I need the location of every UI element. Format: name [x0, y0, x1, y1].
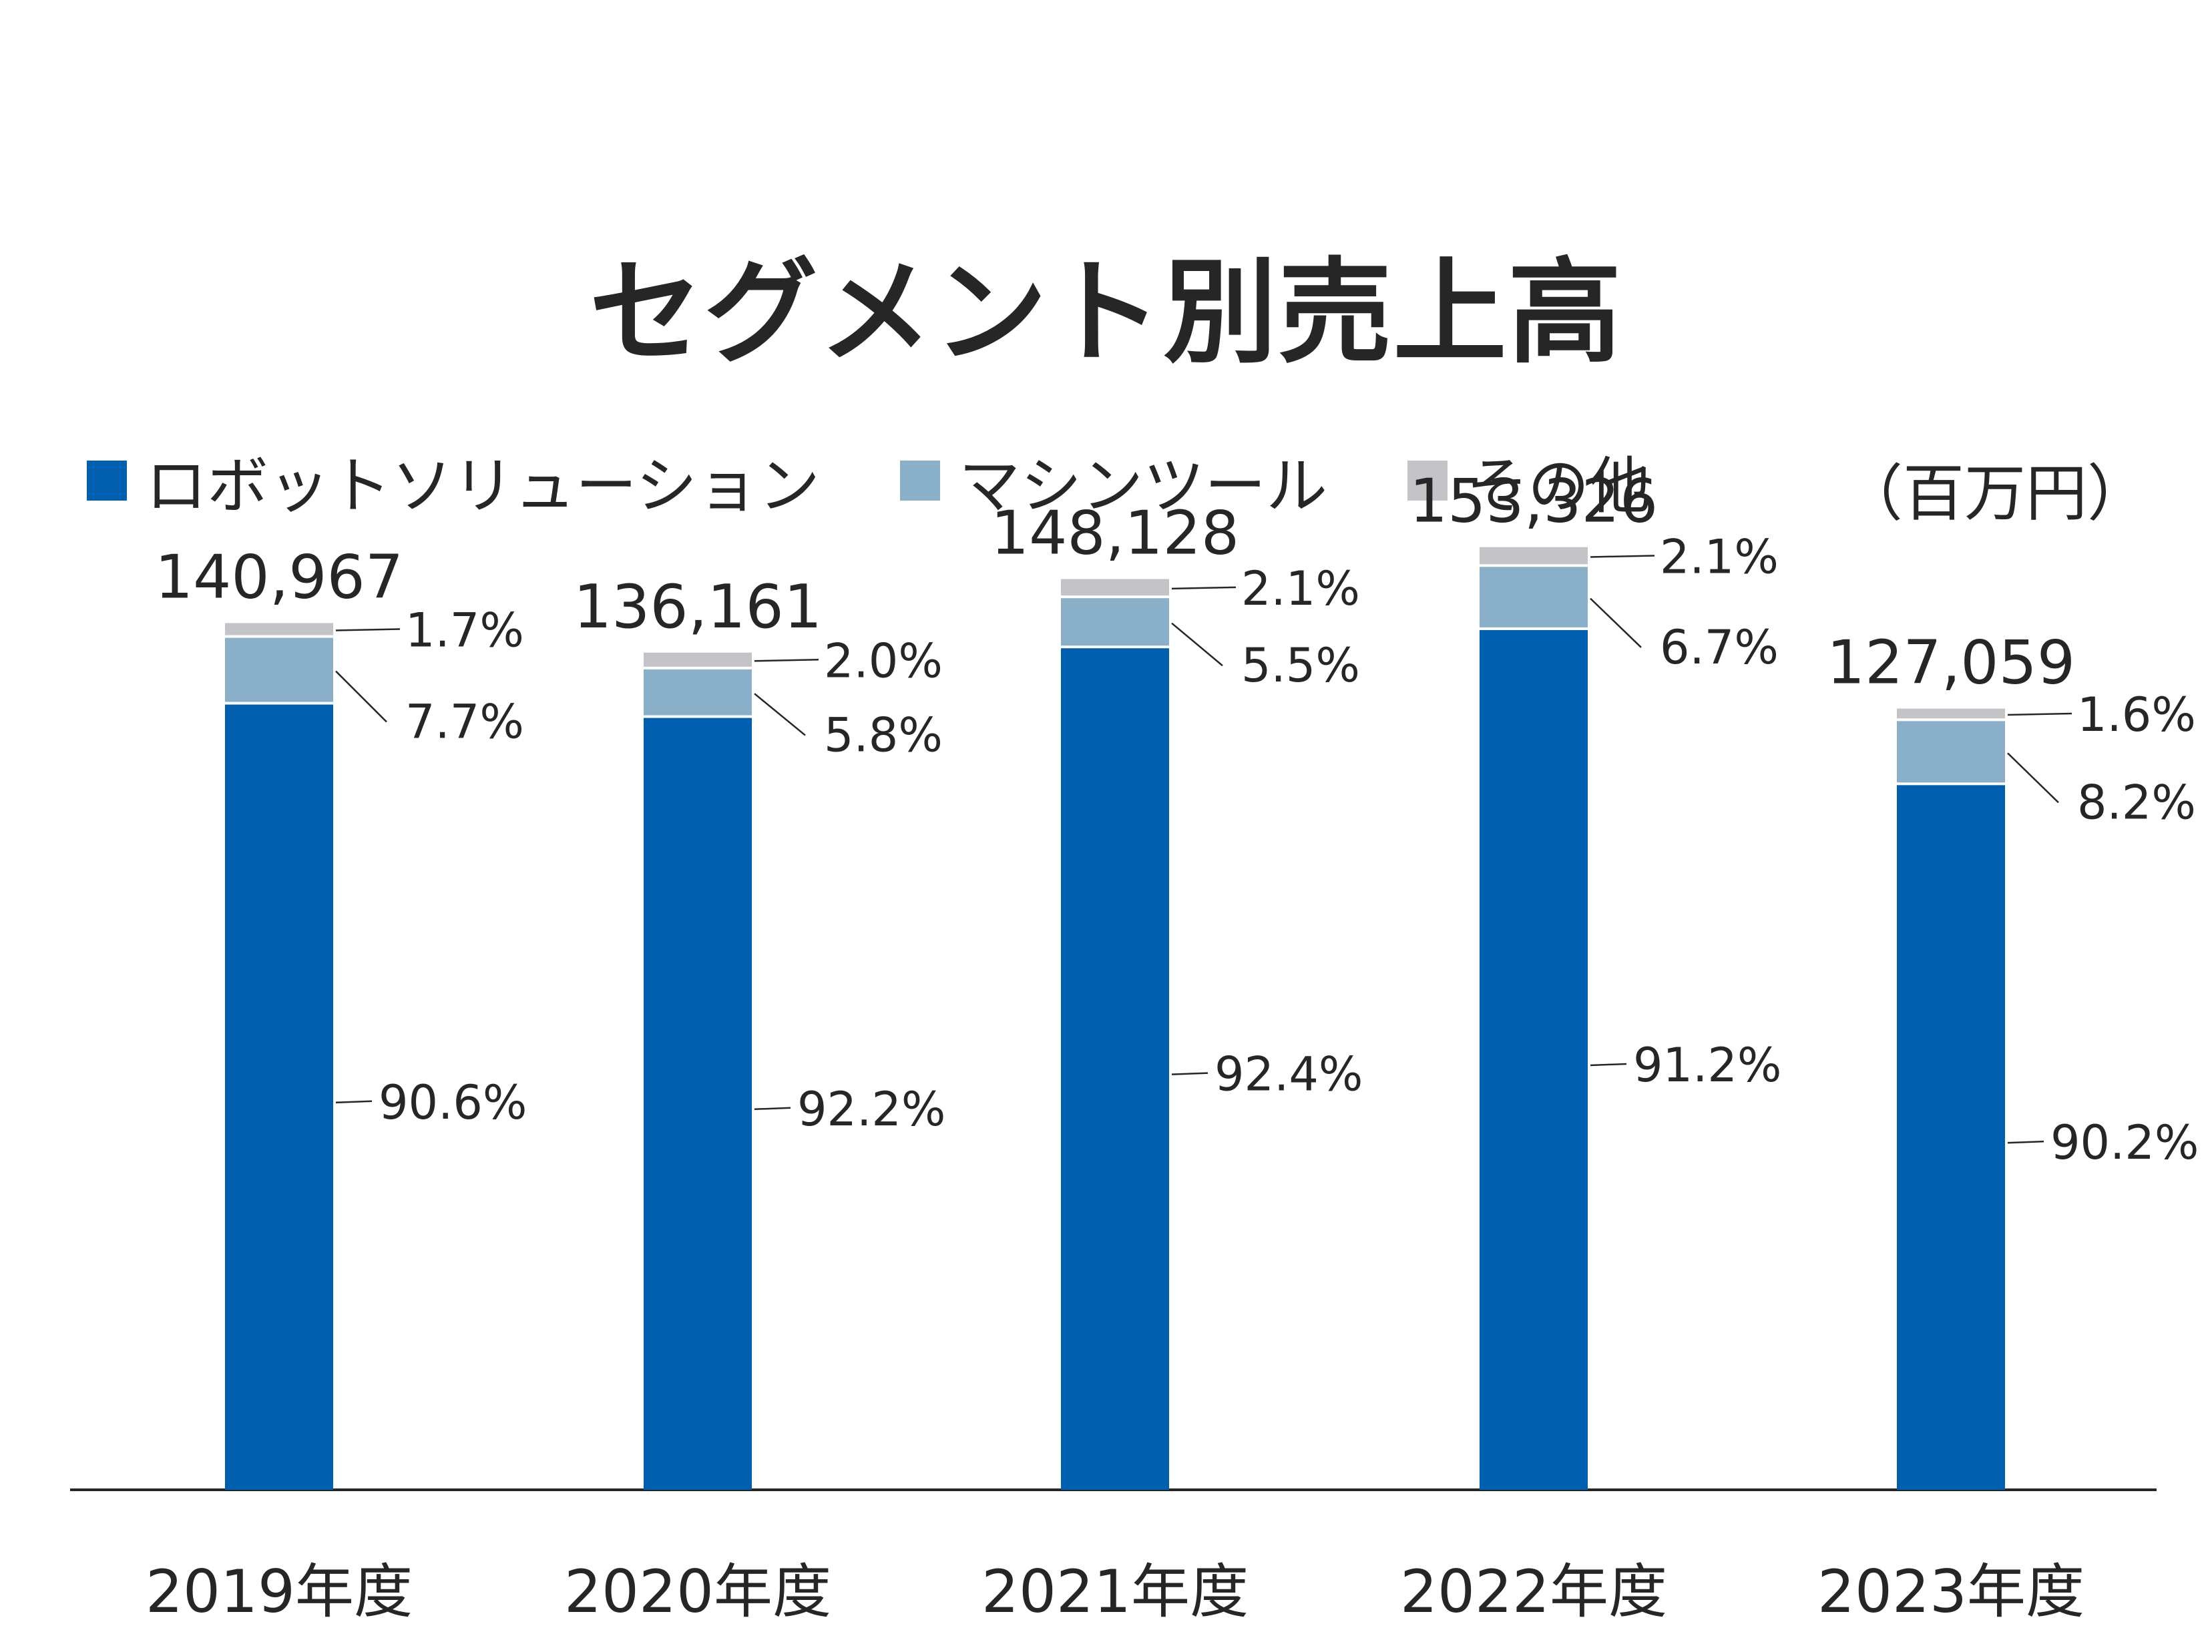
bar-segment-robot-solution[interactable] — [1061, 648, 1169, 1490]
percent-label: 90.2% — [2050, 1115, 2199, 1170]
x-tick-label: 2021年度 — [981, 1557, 1249, 1626]
legend-swatch — [87, 461, 127, 501]
leader-line — [1171, 1072, 1208, 1075]
legend-item-machine-tool: マシンツール — [900, 437, 1327, 525]
bar-segment-robot-solution[interactable] — [1480, 629, 1588, 1490]
bar-segment-other[interactable] — [1061, 579, 1169, 596]
legend: ロボットソリューション マシンツール その他 — [87, 441, 1731, 522]
leader-line — [754, 693, 806, 736]
leader-line — [1590, 555, 1655, 558]
total-label: 140,967 — [155, 542, 403, 612]
bar-segment-machine-tool[interactable] — [1480, 567, 1588, 627]
percent-label: 8.2% — [2077, 775, 2196, 830]
leader-line — [1590, 597, 1642, 648]
bar-segment-machine-tool[interactable] — [1897, 721, 2005, 783]
percent-label: 91.2% — [1633, 1038, 1781, 1093]
legend-label: その他 — [1466, 450, 1651, 522]
bar-segment-robot-solution[interactable] — [1897, 785, 2005, 1490]
legend-label: マシンツール — [959, 450, 1328, 522]
leader-line — [2007, 752, 2059, 804]
total-label: 148,128 — [991, 499, 1239, 569]
bar-segment-robot-solution[interactable] — [644, 718, 752, 1490]
x-tick-label: 2020年度 — [564, 1557, 831, 1626]
leader-line — [335, 628, 401, 631]
leader-line — [1171, 586, 1237, 590]
total-label: 153,326 — [1409, 467, 1658, 537]
legend-item-robot-solution: ロボットソリューション — [87, 437, 820, 525]
total-label: 136,161 — [574, 572, 822, 642]
total-label: 127,059 — [1827, 628, 2075, 698]
percent-label: 7.7% — [405, 695, 524, 750]
leader-line — [2007, 712, 2072, 716]
bar-segment-machine-tool[interactable] — [225, 637, 333, 702]
bar-segment-other[interactable] — [225, 623, 333, 635]
percent-label: 6.7% — [1660, 620, 1779, 675]
leader-line — [335, 1100, 373, 1104]
leader-line — [754, 1107, 791, 1111]
legend-item-other: その他 — [1407, 437, 1650, 525]
leader-line — [1171, 622, 1223, 667]
x-tick-label: 2019年度 — [146, 1557, 413, 1626]
chart-title: セグメント別売上高 — [589, 247, 1623, 379]
bar-segment-robot-solution[interactable] — [225, 704, 333, 1490]
percent-label: 90.6% — [379, 1075, 527, 1130]
percent-label: 92.2% — [797, 1082, 945, 1137]
percent-label: 1.7% — [405, 603, 524, 658]
legend-swatch — [1407, 461, 1448, 501]
unit-label: （百万円） — [1841, 458, 2149, 529]
percent-label: 5.8% — [824, 708, 943, 763]
percent-label: 1.6% — [2077, 687, 2196, 742]
bar-segment-other[interactable] — [1480, 547, 1588, 565]
legend-swatch — [900, 461, 941, 501]
percent-label: 2.1% — [1241, 561, 1360, 616]
leader-line — [1590, 1063, 1627, 1067]
x-tick-label: 2022年度 — [1400, 1557, 1667, 1626]
leader-line — [2007, 1140, 2044, 1144]
leader-line — [335, 670, 387, 723]
percent-label: 92.4% — [1214, 1047, 1363, 1102]
percent-label: 2.0% — [824, 633, 943, 688]
percent-label: 5.5% — [1241, 638, 1360, 693]
bar-segment-other[interactable] — [644, 652, 752, 667]
bar-segment-other[interactable] — [1897, 708, 2005, 719]
legend-label: ロボットソリューション — [146, 450, 821, 522]
bar-segment-machine-tool[interactable] — [644, 669, 752, 716]
bar-segment-machine-tool[interactable] — [1061, 598, 1169, 646]
percent-label: 2.1% — [1660, 529, 1779, 584]
x-tick-label: 2023年度 — [1817, 1557, 2084, 1626]
leader-line — [754, 659, 819, 662]
